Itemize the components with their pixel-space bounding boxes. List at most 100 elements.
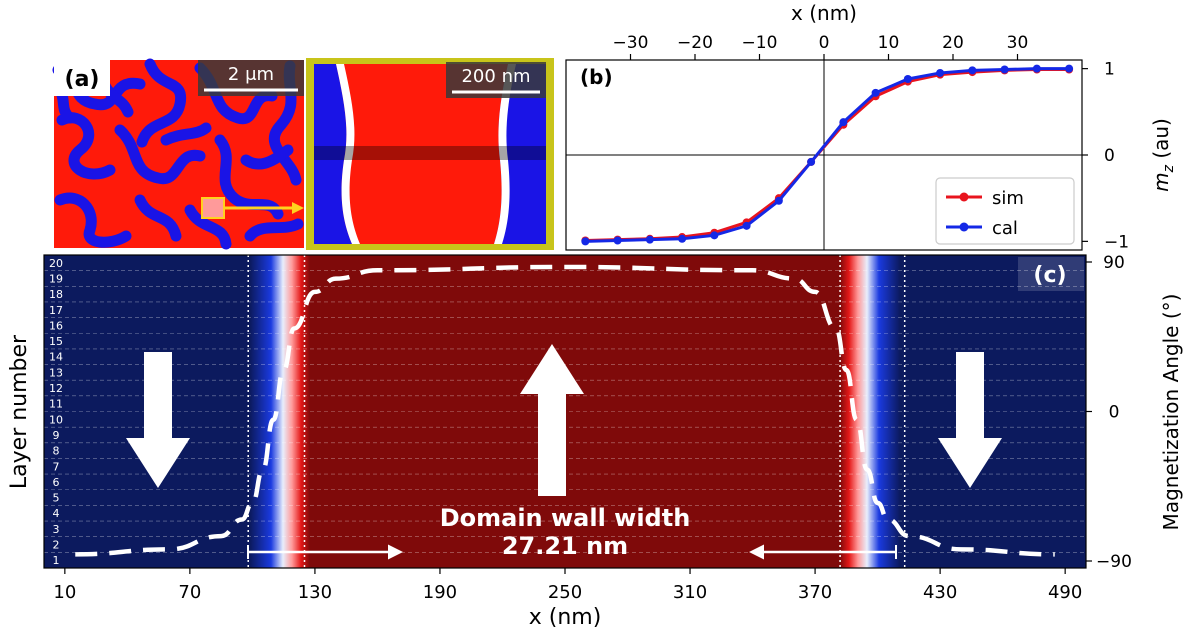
b-top-tick-label: −30 [613, 33, 649, 53]
legend-cal-marker [959, 222, 969, 232]
panel-a: (a) 2 μm 200 nm [52, 58, 554, 250]
layer-label: 18 [49, 288, 63, 301]
panel-a-label: (a) [65, 67, 100, 92]
layer-label: 5 [53, 492, 60, 505]
c-right-tick-label: −90 [1096, 552, 1132, 572]
series-point-cal [1000, 65, 1009, 74]
zoom-arrow-head [292, 202, 304, 214]
layer-label: 13 [49, 366, 63, 379]
b-top-tick-label: 0 [819, 33, 830, 53]
panel-b-label: (b) [580, 65, 613, 89]
series-point-cal [613, 236, 622, 245]
central-red-domain [310, 255, 840, 568]
series-point-cal [678, 234, 687, 243]
c-x-tick-label: 130 [298, 582, 332, 603]
annotation-line-1: Domain wall width [440, 504, 691, 532]
panel-b-series [581, 64, 1074, 246]
c-right-tick-label: 90 [1103, 253, 1125, 273]
b-top-tick-label: 30 [1007, 33, 1029, 53]
layer-label: 15 [49, 335, 63, 348]
down-arrow-left [126, 352, 190, 488]
zoomed-view: 200 nm [306, 58, 554, 250]
angle-dashed-curve [75, 264, 1055, 557]
magnetization-angle-curve [75, 264, 1055, 557]
mz-sub: z [1161, 164, 1177, 173]
c-x-tick-label: 310 [673, 582, 707, 603]
c-x-tick-label: 430 [923, 582, 957, 603]
wall-boundary-lines [247, 255, 906, 568]
panel-c-right-ticks: −90 0 90 [1086, 253, 1132, 572]
legend-sim-text: sim [992, 188, 1024, 209]
series-point-cal [839, 118, 848, 127]
b-right-tick-label: 0 [1104, 146, 1115, 166]
panel-b-ticks: −30 −20 −10 0 10 20 30−101 [613, 33, 1130, 252]
layer-label: 7 [53, 460, 60, 473]
left-domain-wall [250, 255, 310, 568]
panel-b-legend: sim cal [935, 177, 1075, 245]
wall-width-arrows [247, 544, 897, 560]
series-point-cal [710, 231, 719, 240]
panel-c-x-axis-label: x (nm) [529, 605, 602, 630]
layer-label: 10 [49, 413, 63, 426]
layer-label: 16 [49, 319, 63, 332]
series-point-cal [1032, 64, 1041, 73]
c-x-tick-label: 370 [798, 582, 832, 603]
annotation-line-2: 27.21 nm [502, 532, 628, 560]
zoom-right-wall [494, 64, 516, 244]
zoom-left-domain [314, 64, 352, 244]
b-right-tick-label: −1 [1104, 232, 1129, 252]
mz-main: m [1149, 172, 1173, 191]
panel-c-right-axis-label: Magnetization Angle (°) [1159, 294, 1183, 531]
magnetization-arrows [126, 344, 1002, 496]
layer-label: 19 [49, 272, 63, 285]
layer-label: 14 [49, 351, 63, 364]
domain-map: (a) 2 μm [52, 58, 304, 250]
series-point-cal [581, 237, 590, 246]
panel-c-left-axis-label: Layer number [7, 334, 32, 489]
layer-label: 17 [49, 304, 63, 317]
layer-label: 6 [53, 476, 60, 489]
b-top-tick-label: 20 [942, 33, 964, 53]
panel-b: −30 −20 −10 0 10 20 30−101 (b) x (nm) mz (au) … [565, 1, 1177, 252]
panel-c-label: (c) [1033, 263, 1066, 288]
b-top-tick-label: −20 [677, 33, 713, 53]
panel-a-label-box [54, 60, 110, 96]
layer-label: 8 [53, 445, 60, 458]
c-x-tick-label: 10 [53, 582, 76, 603]
legend-sim-marker [959, 192, 969, 202]
zoom-region-marker [201, 197, 225, 219]
c-right-tick-label: 0 [1109, 403, 1120, 423]
layer-label: 12 [49, 382, 63, 395]
series-point-cal [903, 75, 912, 83]
b-top-tick-label: 10 [878, 33, 900, 53]
c-x-tick-label: 250 [548, 582, 582, 603]
layer-label: 20 [49, 257, 63, 270]
layer-label: 11 [49, 398, 63, 411]
panel-c-x-ticks: 10 70 130 190 250 310 370 430 490 [53, 568, 1082, 603]
panel-b-right-axis-label: mz (au) [1149, 118, 1177, 192]
series-point-cal [871, 88, 880, 97]
series-point-cal [1065, 64, 1074, 73]
series-line-cal [585, 67, 1070, 243]
b-right-tick-label: 1 [1104, 60, 1115, 80]
zoom-left-wall [336, 64, 360, 244]
c-x-tick-label: 190 [423, 582, 457, 603]
up-arrow-center [520, 344, 584, 496]
c-x-tick-label: 70 [178, 582, 201, 603]
scalebar-right-text: 200 nm [461, 66, 530, 87]
scalebar-left-text: 2 μm [228, 64, 274, 85]
panel-c-label-box [1018, 257, 1084, 291]
b-top-tick-label: −10 [742, 33, 778, 53]
down-arrow-right [938, 352, 1002, 488]
layer-label: 9 [53, 429, 60, 442]
panel-b-zero-lines [566, 60, 1082, 250]
layer-label: 3 [53, 523, 60, 536]
layer-label: 1 [53, 554, 60, 567]
series-point-cal [774, 196, 783, 205]
legend-cal-text: cal [992, 218, 1018, 239]
panel-b-top-axis-label: x (nm) [791, 1, 857, 25]
series-point-cal [742, 221, 751, 230]
panel-c-image: Domain wall width 27.21 nm (c) [44, 255, 1086, 568]
series-point-cal [968, 66, 977, 75]
